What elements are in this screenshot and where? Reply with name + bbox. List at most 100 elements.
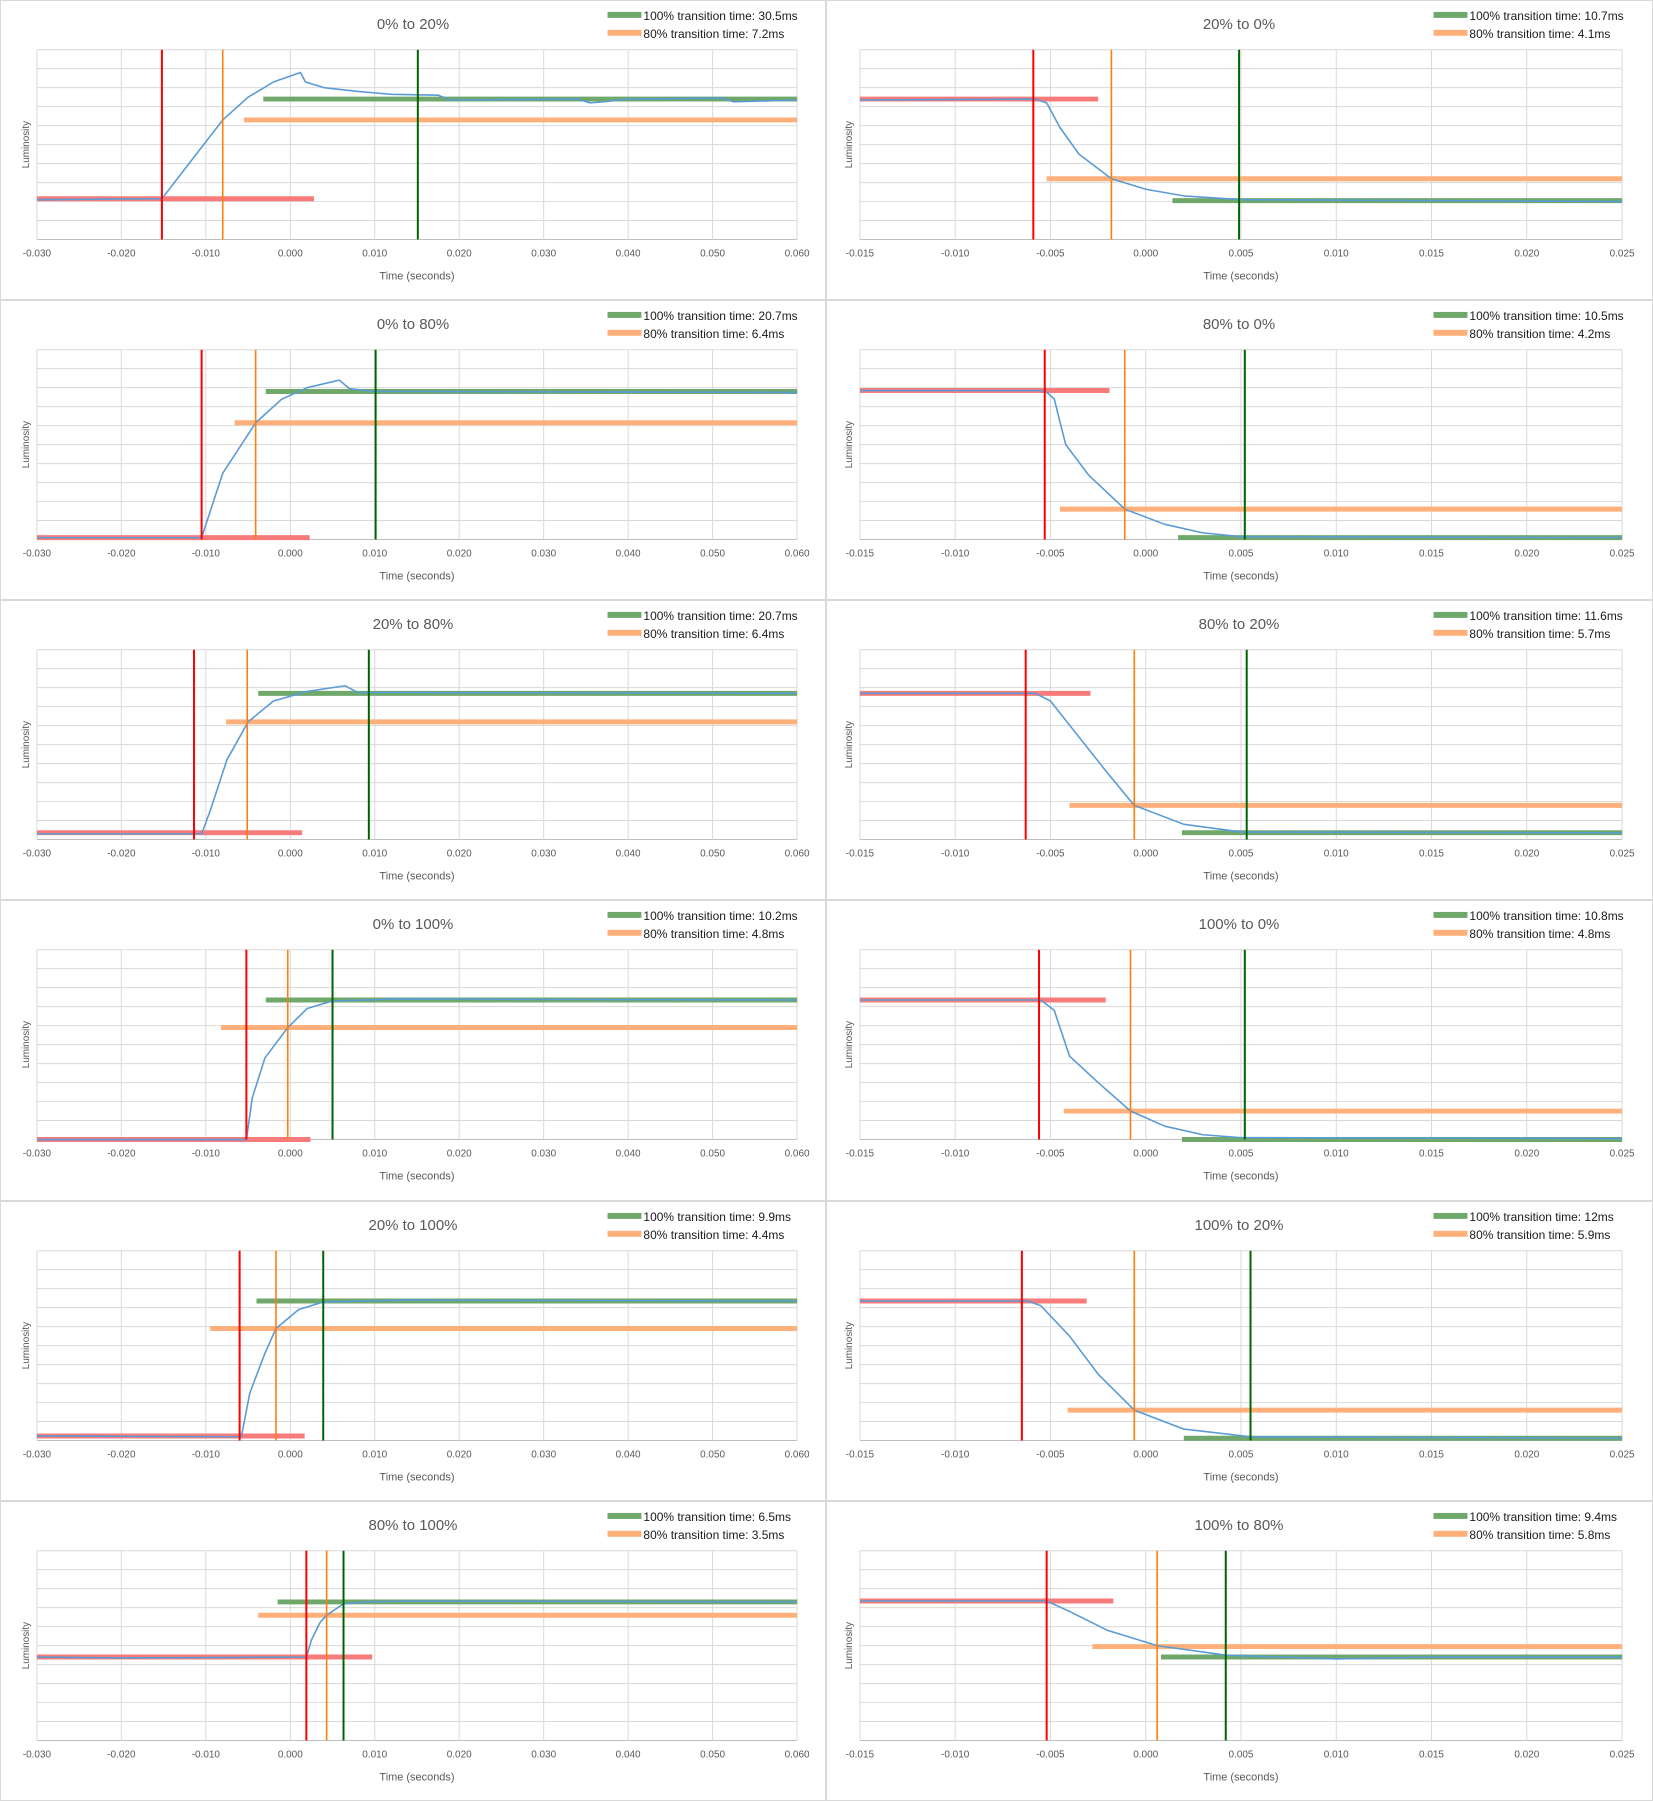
x-tick-label: -0.010 bbox=[941, 549, 970, 560]
chart-title: 80% to 100% bbox=[369, 1517, 458, 1534]
x-tick-label: -0.020 bbox=[107, 549, 136, 560]
x-tick-label: -0.020 bbox=[107, 1449, 136, 1460]
chart-panel: -0.030 -0.020 -0.010 0.000 0.010 0.020 0.030 0.… bbox=[0, 600, 826, 901]
luminosity-curve bbox=[859, 389, 1623, 539]
chart-panel: -0.015 -0.010 -0.005 0.000 0.005 0.010 0.015 0.… bbox=[826, 1200, 1653, 1501]
x-tick-label: 0.060 bbox=[785, 1149, 810, 1160]
chart-panel: -0.030 -0.020 -0.010 0.000 0.010 0.020 0.030 0.… bbox=[0, 900, 826, 1201]
x-axis-label: Time (seconds) bbox=[379, 270, 454, 282]
x-tick-label: -0.010 bbox=[941, 1149, 970, 1160]
chart-panel: -0.015 -0.010 -0.005 0.000 0.005 0.010 0.015 0.… bbox=[826, 1500, 1653, 1801]
x-tick-label: -0.010 bbox=[941, 248, 970, 259]
y-axis-label: Luminosity bbox=[21, 721, 32, 768]
chart-panel: -0.015 -0.010 -0.005 0.000 0.005 0.010 0.015 0.… bbox=[826, 600, 1653, 901]
chart-svg: -0.015 -0.010 -0.005 0.000 0.005 0.010 0.015 0.… bbox=[844, 9, 1635, 282]
x-tick-label: -0.030 bbox=[23, 549, 52, 560]
legend-swatch-80 bbox=[607, 329, 642, 336]
legend-label-80: 80% transition time: 4.1ms bbox=[1469, 27, 1610, 41]
y-axis-label: Luminosity bbox=[21, 1622, 32, 1669]
x-tick-label: -0.020 bbox=[107, 849, 136, 860]
x-tick-label: 0.030 bbox=[531, 1149, 556, 1160]
luminosity-curve bbox=[36, 71, 798, 201]
x-tick-label: 0.015 bbox=[1419, 248, 1444, 259]
chart-title: 80% to 0% bbox=[1203, 316, 1275, 333]
x-tick-label: 0.010 bbox=[1324, 1149, 1349, 1160]
x-axis-label: Time (seconds) bbox=[1203, 871, 1278, 883]
chart-svg: -0.015 -0.010 -0.005 0.000 0.005 0.010 0.015 0.… bbox=[844, 909, 1635, 1182]
x-tick-label: 0.060 bbox=[785, 248, 810, 259]
chart-panel: -0.015 -0.010 -0.005 0.000 0.005 0.010 0.015 0.… bbox=[826, 300, 1653, 601]
legend-label-100: 100% transition time: 6.5ms bbox=[643, 1510, 791, 1524]
legend-label-100: 100% transition time: 20.7ms bbox=[643, 309, 797, 323]
x-tick-label: 0.005 bbox=[1229, 549, 1254, 560]
x-tick-label: 0.000 bbox=[1133, 549, 1158, 560]
x-tick-label: 0.020 bbox=[447, 1149, 472, 1160]
x-tick-label: 0.005 bbox=[1229, 1749, 1254, 1760]
y-axis-label: Luminosity bbox=[844, 1021, 855, 1068]
legend-swatch-100 bbox=[1433, 1212, 1468, 1219]
x-tick-label: 0.000 bbox=[1133, 1149, 1158, 1160]
x-tick-label: -0.015 bbox=[846, 248, 875, 259]
x-tick-label: 0.030 bbox=[531, 849, 556, 860]
x-axis-label: Time (seconds) bbox=[1203, 1471, 1278, 1483]
legend-swatch-80 bbox=[607, 29, 642, 36]
x-tick-label: -0.005 bbox=[1036, 549, 1065, 560]
x-tick-label: 0.040 bbox=[616, 1749, 641, 1760]
legend-swatch-100 bbox=[1433, 11, 1468, 18]
chart-title: 100% to 80% bbox=[1195, 1517, 1284, 1534]
x-tick-label: 0.025 bbox=[1610, 1749, 1635, 1760]
x-tick-label: -0.020 bbox=[107, 248, 136, 259]
chart-panel: -0.030 -0.020 -0.010 0.000 0.010 0.020 0.030 0.… bbox=[0, 1200, 826, 1501]
x-tick-label: 0.000 bbox=[1133, 849, 1158, 860]
legend-label-80: 80% transition time: 5.7ms bbox=[1469, 627, 1610, 641]
chart-panel: -0.015 -0.010 -0.005 0.000 0.005 0.010 0.015 0.… bbox=[826, 0, 1653, 301]
x-tick-label: 0.020 bbox=[1514, 1749, 1539, 1760]
x-tick-label: 0.020 bbox=[447, 849, 472, 860]
luminosity-curve bbox=[859, 1299, 1623, 1439]
legend-swatch-100 bbox=[607, 1512, 642, 1519]
x-tick-label: 0.020 bbox=[447, 549, 472, 560]
chart-title: 20% to 0% bbox=[1203, 16, 1275, 33]
x-tick-label: 0.000 bbox=[278, 1749, 303, 1760]
chart-svg: -0.015 -0.010 -0.005 0.000 0.005 0.010 0.015 0.… bbox=[844, 1510, 1635, 1783]
x-axis-label: Time (seconds) bbox=[1203, 570, 1278, 582]
legend-label-80: 80% transition time: 3.5ms bbox=[643, 1528, 784, 1542]
x-tick-label: 0.025 bbox=[1610, 549, 1635, 560]
x-axis-label: Time (seconds) bbox=[379, 1171, 454, 1183]
x-tick-label: 0.015 bbox=[1419, 1149, 1444, 1160]
x-tick-label: 0.005 bbox=[1229, 248, 1254, 259]
legend-label-80: 80% transition time: 4.2ms bbox=[1469, 327, 1610, 341]
y-axis-label: Luminosity bbox=[21, 421, 32, 468]
luminosity-curve bbox=[36, 1298, 798, 1438]
chart-svg: -0.030 -0.020 -0.010 0.000 0.010 0.020 0.030 0.… bbox=[21, 609, 810, 882]
chart-svg: -0.030 -0.020 -0.010 0.000 0.010 0.020 0.030 0.… bbox=[21, 9, 810, 282]
legend-label-80: 80% transition time: 6.4ms bbox=[643, 627, 784, 641]
x-tick-label: 0.040 bbox=[616, 549, 641, 560]
x-tick-label: 0.050 bbox=[700, 1749, 725, 1760]
legend-swatch-80 bbox=[607, 1230, 642, 1237]
legend-swatch-80 bbox=[1433, 930, 1468, 937]
legend-swatch-100 bbox=[607, 912, 642, 919]
chart-svg: -0.030 -0.020 -0.010 0.000 0.010 0.020 0.030 0.… bbox=[21, 909, 810, 1183]
legend-swatch-100 bbox=[607, 11, 642, 18]
chart-title: 20% to 100% bbox=[369, 1216, 458, 1233]
x-tick-label: 0.040 bbox=[616, 849, 641, 860]
chart-title: 100% to 0% bbox=[1199, 916, 1280, 933]
x-tick-label: -0.015 bbox=[846, 1149, 875, 1160]
chart-title: 0% to 80% bbox=[377, 316, 449, 333]
x-axis-label: Time (seconds) bbox=[379, 1471, 454, 1483]
x-tick-label: 0.025 bbox=[1610, 248, 1635, 259]
x-tick-label: 0.005 bbox=[1229, 1149, 1254, 1160]
x-tick-label: 0.050 bbox=[700, 248, 725, 259]
x-tick-label: 0.005 bbox=[1229, 849, 1254, 860]
legend-swatch-80 bbox=[607, 930, 642, 937]
x-tick-label: 0.010 bbox=[362, 1449, 387, 1460]
x-tick-label: -0.030 bbox=[23, 248, 52, 259]
chart-svg: -0.015 -0.010 -0.005 0.000 0.005 0.010 0.015 0.… bbox=[844, 609, 1635, 883]
chart-svg: -0.030 -0.020 -0.010 0.000 0.010 0.020 0.030 0.… bbox=[21, 1210, 810, 1483]
chart-title: 100% to 20% bbox=[1195, 1216, 1284, 1233]
x-tick-label: -0.020 bbox=[107, 1149, 136, 1160]
x-tick-label: -0.010 bbox=[192, 1449, 221, 1460]
x-tick-label: -0.030 bbox=[23, 1749, 52, 1760]
x-tick-label: -0.010 bbox=[941, 849, 970, 860]
